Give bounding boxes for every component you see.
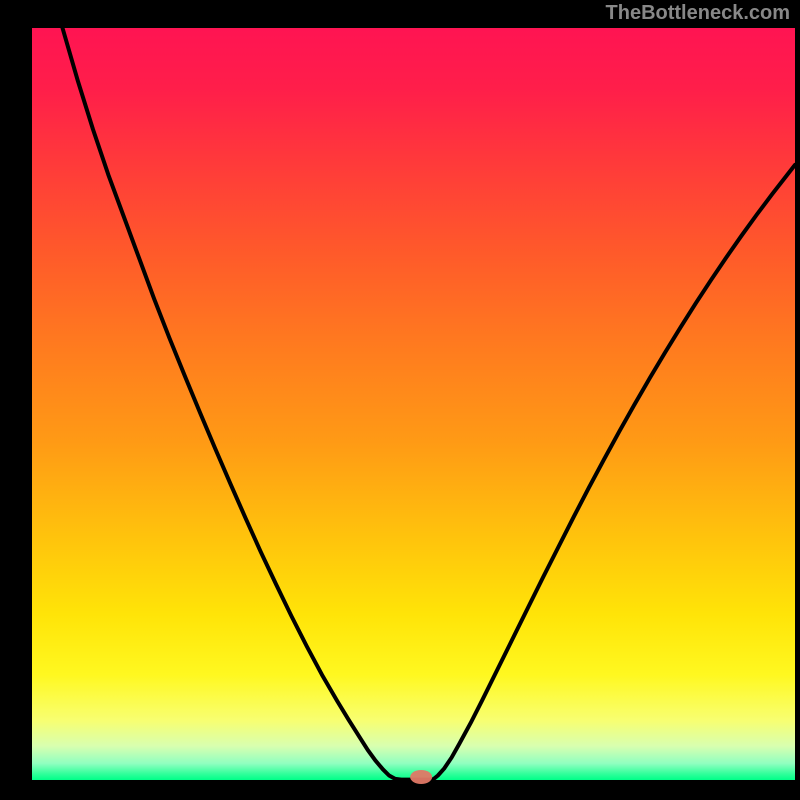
chart-container: { "watermark": "TheBottleneck.com", "cha… (0, 0, 800, 800)
bottleneck-chart (0, 0, 800, 800)
minimum-marker (410, 770, 432, 784)
chart-plot-background (32, 28, 795, 780)
watermark-text: TheBottleneck.com (606, 2, 790, 25)
